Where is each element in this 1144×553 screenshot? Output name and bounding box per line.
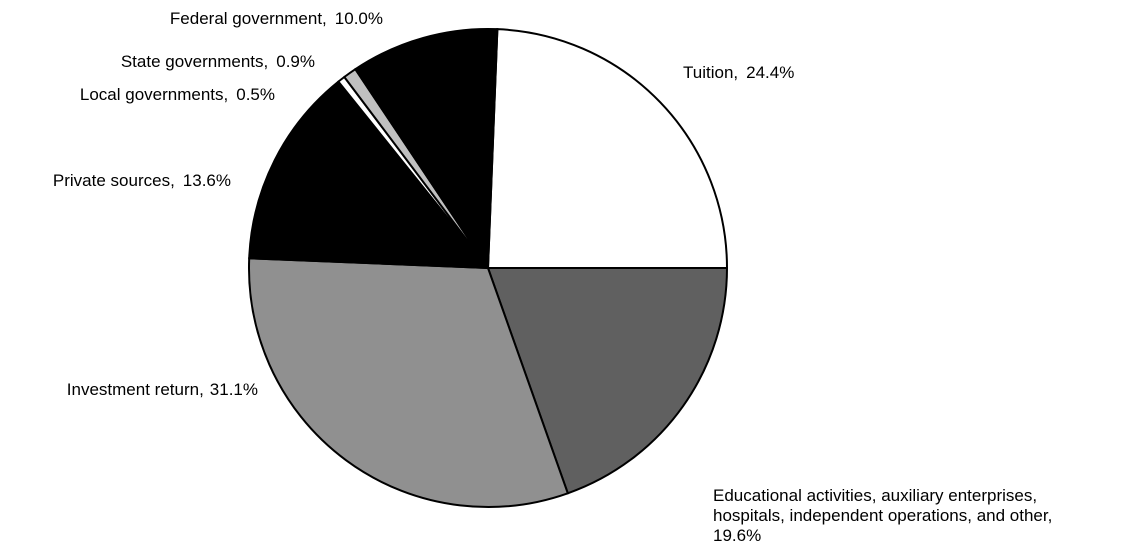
slice-label-tuition: Tuition, 24.4% xyxy=(683,63,794,82)
slice-label-investment-return-value: 31.1% xyxy=(210,380,258,399)
slice-label-local-governments-value: 0.5% xyxy=(236,85,275,104)
slice-label-educational-activities: Educational activities, auxiliary enterp… xyxy=(713,486,1052,545)
slice-label-federal-government: Federal government, 10.0% xyxy=(170,9,383,28)
slice-label-local-governments: Local governments, 0.5% xyxy=(80,85,275,104)
slice-label-investment-return-name: Investment return, xyxy=(67,380,204,399)
slice-label-tuition-name: Tuition, xyxy=(683,63,738,82)
labels-layer: Tuition, 24.4% Educational activities, au… xyxy=(53,9,1052,545)
pie-slice-federal-government xyxy=(353,28,499,272)
slice-label-state-governments-name: State governments, xyxy=(121,52,268,71)
slice-label-local-governments-name: Local governments, xyxy=(80,85,228,104)
slice-label-state-governments: State governments, 0.9% xyxy=(121,52,315,71)
slices-layer xyxy=(248,28,729,508)
pie-slice-educational-activities xyxy=(486,267,729,495)
slice-label-educational-activities-name-line2: hospitals, independent operations, and o… xyxy=(713,506,1052,525)
slice-label-tuition-value: 24.4% xyxy=(746,63,794,82)
slice-label-state-governments-value: 0.9% xyxy=(276,52,315,71)
slice-label-private-sources-value: 13.6% xyxy=(183,171,231,190)
slice-label-federal-government-name: Federal government, xyxy=(170,9,327,28)
slice-label-educational-activities-value: 19.6% xyxy=(713,526,761,545)
slice-label-educational-activities-name-line1: Educational activities, auxiliary enterp… xyxy=(713,486,1037,505)
pie-slice-investment-return xyxy=(248,257,570,508)
slice-label-federal-government-value: 10.0% xyxy=(335,9,383,28)
slice-label-private-sources-name: Private sources, xyxy=(53,171,175,190)
slice-label-investment-return: Investment return, 31.1% xyxy=(67,380,258,399)
pie-slice-tuition xyxy=(486,28,729,269)
slice-label-private-sources: Private sources, 13.6% xyxy=(53,171,231,190)
pie-slice-private-sources xyxy=(248,80,491,270)
